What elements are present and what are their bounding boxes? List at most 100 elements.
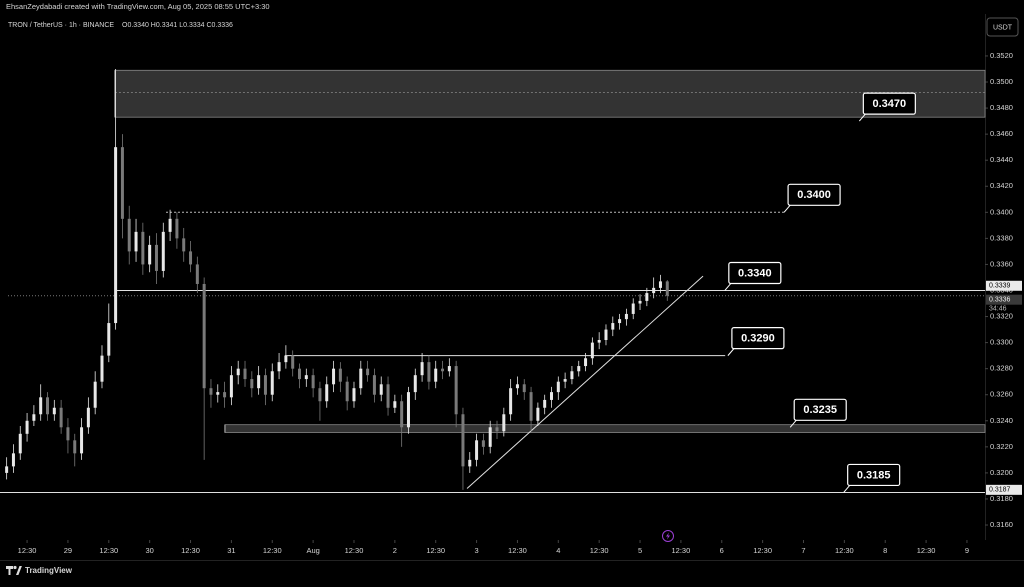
candle-body xyxy=(631,303,635,314)
candle-body xyxy=(80,427,84,454)
candle-body xyxy=(481,440,485,447)
candle-body xyxy=(441,368,445,372)
y-tick-label: 0.3220 xyxy=(990,442,1013,451)
x-tick-label: 12:30 xyxy=(18,546,37,555)
candle-body xyxy=(515,384,519,389)
candle-body xyxy=(502,414,506,432)
x-tick-label: 12:30 xyxy=(508,546,527,555)
callout-label: 0.3290 xyxy=(741,333,775,345)
candle-body xyxy=(461,414,465,467)
candle-body xyxy=(148,244,152,265)
candle-body xyxy=(454,366,458,415)
candle-body xyxy=(161,231,165,271)
candle-body xyxy=(413,375,417,393)
candle-body xyxy=(100,355,104,382)
candle-body xyxy=(611,323,615,330)
currency: USDT xyxy=(993,24,1013,31)
candle-body xyxy=(338,368,342,382)
callout-box xyxy=(728,261,782,285)
callout-arrow xyxy=(783,204,791,213)
candle-body xyxy=(107,323,111,356)
trend-line xyxy=(466,275,704,489)
candle-body xyxy=(468,459,472,467)
candle-body xyxy=(25,420,29,434)
events-icon[interactable] xyxy=(662,530,674,542)
y-tick-label: 0.3180 xyxy=(990,494,1013,503)
candle-body xyxy=(652,287,656,294)
currency-box[interactable] xyxy=(986,17,1019,37)
candle-body xyxy=(645,293,649,301)
callout-label: 0.3235 xyxy=(803,404,837,416)
x-tick-label: 12:30 xyxy=(345,546,364,555)
x-tick-label: 9 xyxy=(965,546,969,555)
candle-body xyxy=(195,264,199,284)
candle-body xyxy=(604,329,608,340)
x-tick-label: 3 xyxy=(474,546,478,555)
candle-body xyxy=(297,368,301,380)
price-tag xyxy=(986,484,1022,495)
x-tick-label: 31 xyxy=(227,546,235,555)
candle-body xyxy=(284,355,288,363)
y-tick-label: 0.3320 xyxy=(990,312,1013,321)
candle-body xyxy=(291,355,295,369)
candle-body xyxy=(5,466,9,473)
author-line: EhsanZeydabadi created with TradingView.… xyxy=(6,2,270,11)
candle-body xyxy=(209,388,213,395)
candle-body xyxy=(277,362,281,372)
candle-body xyxy=(250,379,254,389)
x-tick-label: 7 xyxy=(801,546,805,555)
candle-body xyxy=(325,384,329,402)
x-tick-label: 8 xyxy=(883,546,887,555)
callout-box xyxy=(793,398,847,421)
callout-box xyxy=(862,92,916,115)
candle-body xyxy=(202,283,206,389)
callout-arrow xyxy=(724,283,732,291)
candle-body xyxy=(549,392,553,400)
candle-body xyxy=(597,339,601,343)
candle-body xyxy=(352,388,356,402)
tradingview-logo xyxy=(6,565,22,575)
candle-body xyxy=(182,238,186,252)
candle-body xyxy=(243,368,247,380)
callout-label: 0.3400 xyxy=(797,189,831,201)
y-tick-label: 0.3160 xyxy=(990,520,1013,529)
x-tick-label: 29 xyxy=(64,546,72,555)
x-tick-label: 4 xyxy=(556,546,560,555)
y-tick-label: 0.3460 xyxy=(990,129,1013,138)
candle-body xyxy=(134,231,138,252)
candle-body xyxy=(86,407,90,428)
price-tag-label: 0.3339 xyxy=(989,283,1011,290)
candle-body xyxy=(509,388,513,415)
candle-body xyxy=(658,281,662,288)
candle-body xyxy=(127,218,131,252)
candle-body xyxy=(304,375,308,380)
countdown: 34:46 xyxy=(989,306,1007,313)
x-tick-label: 12:30 xyxy=(590,546,609,555)
y-tick-label: 0.3300 xyxy=(990,338,1013,347)
candle-body xyxy=(400,401,404,428)
x-tick-label: 6 xyxy=(720,546,724,555)
candle-body xyxy=(257,375,261,389)
candle-body xyxy=(584,358,588,367)
candle-body xyxy=(665,281,669,296)
x-tick-label: 5 xyxy=(638,546,642,555)
candle-body xyxy=(270,371,274,395)
candle-body xyxy=(624,313,628,320)
candle-body xyxy=(66,427,70,441)
x-tick-label: 12:30 xyxy=(917,546,936,555)
candle-body xyxy=(73,440,77,454)
price-tag xyxy=(986,280,1022,291)
candle-body xyxy=(488,427,492,447)
candle-body xyxy=(522,384,526,393)
candle-body xyxy=(372,375,376,395)
candle-body xyxy=(543,399,547,408)
price-tag xyxy=(986,294,1022,305)
y-tick-label: 0.3500 xyxy=(990,77,1013,86)
x-tick-label: 12:30 xyxy=(672,546,691,555)
x-tick-label: 12:30 xyxy=(426,546,445,555)
candle-body xyxy=(406,392,410,428)
candle-body xyxy=(359,368,363,389)
callout-arrow xyxy=(843,485,851,493)
candle-body xyxy=(447,366,451,372)
x-tick-label: 12:30 xyxy=(263,546,282,555)
